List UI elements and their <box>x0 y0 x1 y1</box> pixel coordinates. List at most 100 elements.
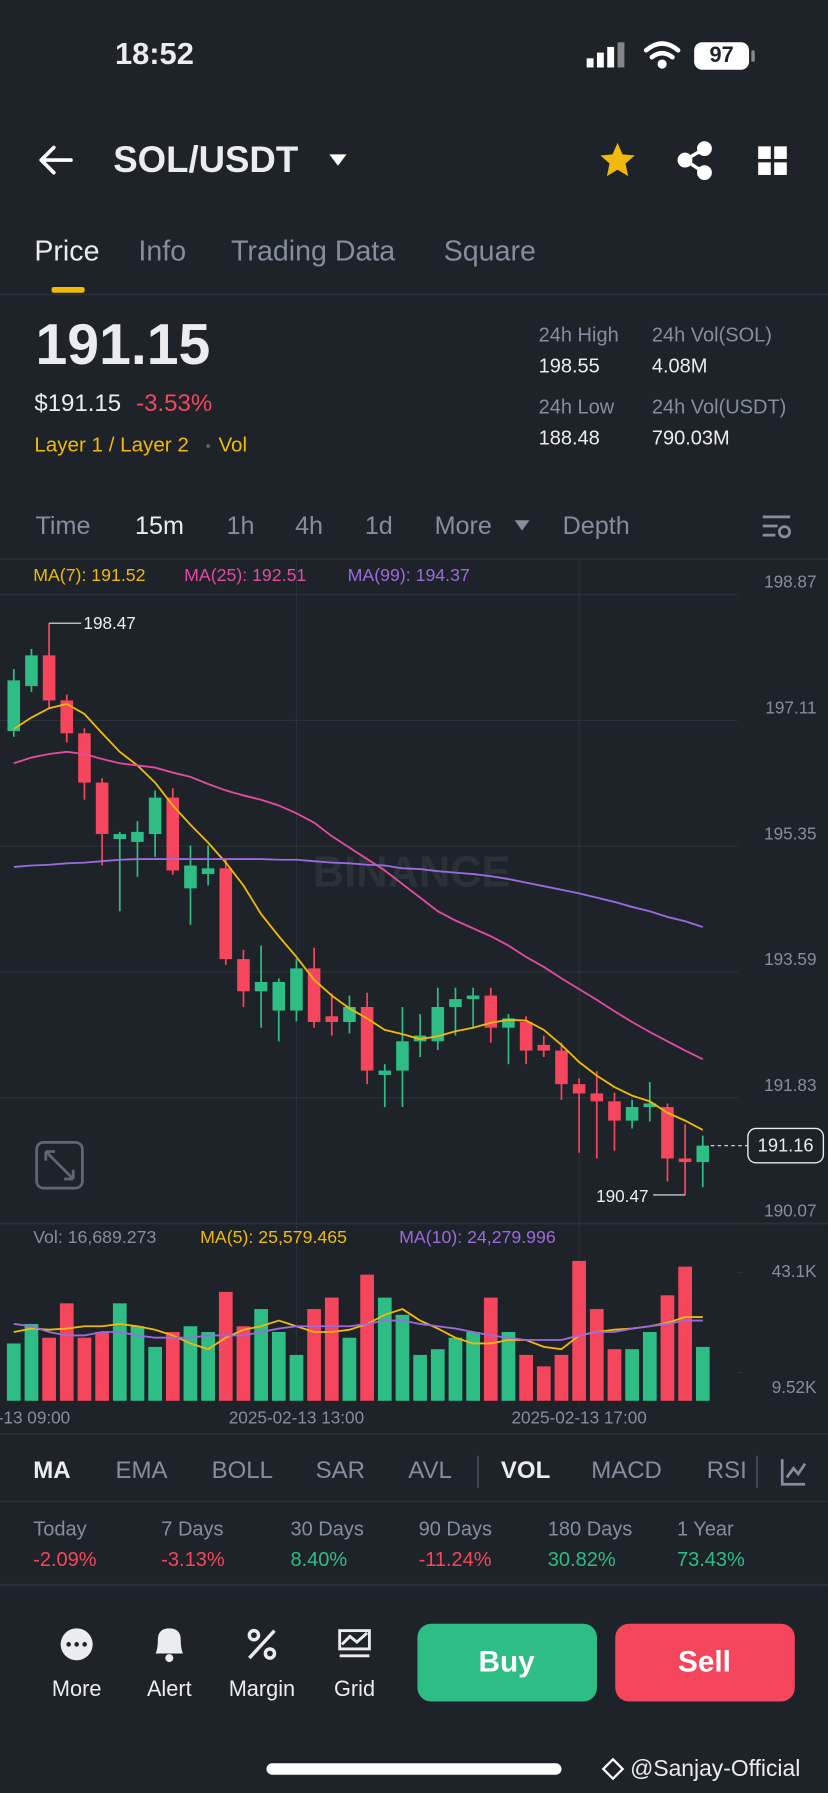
alert-icon-part[interactable] <box>165 1654 174 1663</box>
share-button[interactable] <box>677 141 712 181</box>
interval[interactable]: More <box>435 512 492 540</box>
more-icon[interactable] <box>60 1628 93 1661</box>
alert-icon-part[interactable] <box>155 1628 184 1654</box>
y-tick-label: 190.07 <box>764 1201 816 1221</box>
margin-icon-part[interactable] <box>248 1629 276 1660</box>
nav-label[interactable]: More <box>52 1676 101 1701</box>
chart-settings[interactable] <box>762 515 792 539</box>
tab[interactable]: Trading Data <box>231 235 395 267</box>
volume-bar <box>466 1331 480 1401</box>
more-icon-part[interactable] <box>66 1642 71 1647</box>
volume-bar <box>148 1346 162 1401</box>
layout-button-part[interactable] <box>774 162 787 175</box>
grid-icon-part[interactable] <box>340 1631 369 1646</box>
indicator[interactable]: MACD <box>591 1457 662 1484</box>
indicator[interactable]: AVL <box>408 1457 452 1484</box>
sell-button[interactable] <box>615 1623 795 1702</box>
nav-label[interactable]: Alert <box>147 1676 192 1701</box>
indicator[interactable]: RSI <box>707 1457 747 1484</box>
back-button[interactable] <box>39 145 73 175</box>
interval[interactable]: 1h <box>226 512 254 540</box>
watermark-logo-part <box>601 1757 625 1781</box>
tab[interactable]: Square <box>444 235 536 267</box>
volume-bar <box>589 1309 604 1401</box>
wifi-icon-part <box>643 41 681 53</box>
sell-label[interactable]: Sell <box>678 1646 731 1679</box>
tag[interactable]: Layer 1 / Layer 2 <box>34 433 188 456</box>
buy-label[interactable]: Buy <box>479 1646 536 1679</box>
volume-bar <box>501 1331 516 1401</box>
candle-body <box>555 1050 568 1085</box>
interval[interactable]: 1d <box>365 512 393 540</box>
volume-bar <box>201 1331 215 1401</box>
favorite-star[interactable] <box>600 142 635 177</box>
interval[interactable]: Depth <box>563 512 630 540</box>
indicator-settings-part[interactable] <box>785 1462 807 1479</box>
candle-body <box>449 999 462 1007</box>
candle-body <box>537 1044 551 1051</box>
pair-title[interactable]: SOL/USDT <box>113 139 298 180</box>
indicator[interactable]: VOL <box>501 1457 550 1484</box>
tab[interactable]: Info <box>138 235 186 267</box>
buy-button[interactable] <box>417 1623 597 1702</box>
volume-bar <box>607 1349 622 1401</box>
interval[interactable]: 15m <box>135 512 184 540</box>
home-indicator <box>266 1763 562 1775</box>
indicator[interactable]: BOLL <box>212 1457 273 1484</box>
volume-bar <box>254 1309 268 1401</box>
volume-bar <box>165 1331 180 1401</box>
layout-button-part[interactable] <box>758 146 771 159</box>
nav-label[interactable]: Margin <box>229 1676 295 1701</box>
signal-icon-part <box>617 42 625 68</box>
volume-ma-line <box>13 1319 703 1341</box>
interval[interactable]: 4h <box>295 512 323 540</box>
stat-value: 790.03M <box>652 427 730 449</box>
chart-settings-part[interactable] <box>777 525 792 539</box>
nav-label[interactable]: Grid <box>334 1676 375 1701</box>
y-tick-label: 195.35 <box>764 823 816 843</box>
stat-value: 198.55 <box>539 355 600 377</box>
candle-body <box>431 1006 445 1042</box>
alert-icon[interactable] <box>155 1628 184 1663</box>
price-change: -3.53% <box>136 390 212 417</box>
indicator-settings-part[interactable] <box>780 1459 806 1486</box>
volume-bar <box>24 1323 39 1401</box>
share-button-part[interactable] <box>684 147 706 162</box>
grid-icon[interactable] <box>338 1629 371 1658</box>
tab[interactable]: Price <box>34 235 99 267</box>
layout-button[interactable] <box>758 146 787 175</box>
volume-bar <box>430 1349 445 1401</box>
indicator-settings[interactable] <box>780 1459 807 1486</box>
indicator[interactable]: MA <box>33 1457 70 1484</box>
stat-value: 4.08M <box>652 355 708 377</box>
margin-icon-part[interactable] <box>247 1628 261 1642</box>
layout-button-part[interactable] <box>758 162 771 175</box>
chart-watermark: BINANCE <box>313 848 511 896</box>
more-icon-part[interactable] <box>82 1642 87 1647</box>
grid-icon-part[interactable] <box>338 1629 371 1651</box>
tag[interactable]: Vol <box>218 433 247 456</box>
margin-icon-part[interactable] <box>263 1647 277 1660</box>
period-label: 90 Days <box>419 1518 492 1540</box>
more-dropdown[interactable] <box>514 520 530 531</box>
battery-icon <box>694 42 755 70</box>
candle-body <box>519 1021 533 1051</box>
share-button-part[interactable] <box>684 158 706 175</box>
candle-body <box>237 959 250 992</box>
candle-body <box>378 1070 392 1075</box>
expand-button-part[interactable] <box>35 1140 84 1190</box>
layout-button-part[interactable] <box>774 146 787 159</box>
indicator[interactable]: EMA <box>116 1457 168 1484</box>
margin-icon[interactable] <box>247 1628 277 1660</box>
interval[interactable]: Time <box>36 512 91 540</box>
expand-button-part[interactable] <box>44 1150 75 1181</box>
pair-dropdown[interactable] <box>329 154 347 166</box>
expand-button[interactable] <box>35 1140 84 1190</box>
ma-line <box>13 702 704 1131</box>
period-change: 30.82% <box>548 1549 616 1571</box>
indicator[interactable]: SAR <box>316 1457 365 1484</box>
period-change: 73.43% <box>677 1549 745 1571</box>
more-icon-part[interactable] <box>74 1642 79 1647</box>
candle-body <box>325 1016 339 1022</box>
